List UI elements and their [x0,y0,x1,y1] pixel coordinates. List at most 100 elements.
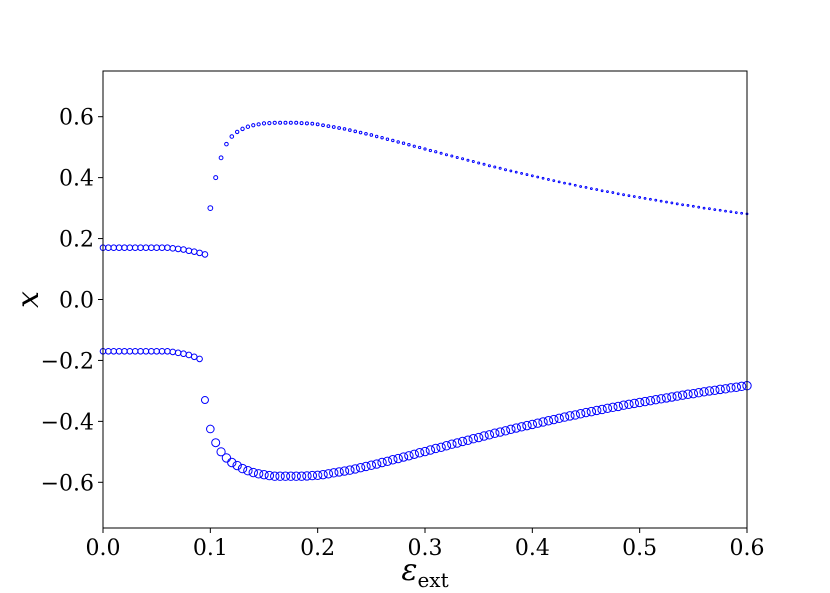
y-tick-label: 0.2 [59,228,94,253]
data-point-series-1 [240,126,245,132]
data-point-series-2 [169,348,177,356]
data-point-series-2 [137,347,144,355]
data-point-series-2 [372,459,382,469]
data-point-series-2 [414,448,425,458]
data-point-series-2 [174,349,182,357]
data-point-series-1 [461,157,465,161]
data-point-series-2 [618,400,629,410]
data-point-series-1 [563,181,566,185]
data-point-series-1 [595,188,599,191]
data-point-series-1 [375,134,379,139]
data-point-series-2 [158,347,166,355]
data-point-series-1 [137,244,144,252]
data-point-series-2 [602,403,613,413]
data-point-series-2 [624,399,634,410]
data-point-series-1 [606,190,609,194]
data-point-series-1 [713,208,717,212]
data-point-series-1 [498,166,502,170]
data-point-series-1 [423,147,427,151]
data-point-series-1 [643,196,647,200]
data-point-series-2 [726,383,736,393]
data-point-series-1 [326,124,331,129]
data-point-series-2 [661,393,672,403]
data-point-series-2 [533,418,543,428]
data-point-series-2 [350,464,360,474]
data-point-series-1 [579,185,583,188]
data-point-series-1 [299,121,304,126]
data-point-series-1 [224,141,229,147]
data-point-series-1 [142,244,150,252]
data-point-series-2 [575,409,586,419]
data-point-series-2 [318,469,328,480]
data-point-series-2 [121,347,128,355]
data-point-series-1 [514,170,518,174]
data-point-series-1 [391,138,395,143]
data-point-series-2 [110,347,118,355]
data-point-series-1 [584,185,588,189]
data-point-series-2 [232,460,242,471]
data-point-series-2 [345,465,355,475]
data-point-series-1 [234,129,240,135]
data-point-series-2 [339,466,350,476]
data-point-series-2 [431,443,441,454]
data-point-series-1 [697,205,701,209]
data-point-series-2 [291,471,301,481]
data-point-series-2 [388,455,398,465]
data-point-series-2 [506,424,516,434]
data-point-series-2 [366,460,377,470]
data-point-series-2 [688,388,699,399]
data-point-series-2 [500,426,511,436]
data-point-series-1 [251,123,256,128]
x-tick-label: 0.0 [86,536,121,561]
data-point-series-2 [516,422,527,432]
data-point-series-2 [302,471,312,481]
data-point-series-2 [115,347,123,355]
data-point-series-2 [608,402,618,413]
data-point-series-1 [385,137,390,141]
data-point-series-1 [552,179,556,183]
data-point-series-1 [261,121,267,126]
data-point-series-2 [570,410,580,420]
data-point-series-2 [527,419,538,430]
data-point-series-2 [554,413,564,424]
data-point-series-1 [256,122,261,127]
data-point-series-1 [686,203,690,207]
data-point-series-1 [310,121,315,126]
data-point-series-1 [622,193,625,197]
data-point-series-1 [547,178,550,181]
data-point-series-1 [418,145,422,150]
data-point-series-1 [153,244,160,252]
data-point-series-2 [656,394,666,404]
data-point-series-2 [211,438,221,448]
data-point-series-2 [581,407,591,418]
data-point-series-2 [694,388,704,398]
data-point-series-2 [270,471,280,481]
data-point-series-1 [718,208,722,212]
data-point-series-2 [704,386,715,396]
data-point-series-2 [196,355,203,363]
data-point-series-1 [283,120,288,125]
data-point-series-1 [504,168,507,172]
x-axis: 0.0 0.1 0.2 0.3 0.4 0.5 0.6 [86,528,765,561]
data-point-series-1 [190,248,198,255]
data-point-series-2 [148,347,155,355]
data-point-series-2 [253,469,264,479]
x-tick-label: 0.6 [730,536,765,561]
data-point-series-1 [493,165,497,169]
x-axis-label-main: ε [401,553,417,588]
data-point-series-2 [243,466,253,476]
data-point-series-2 [307,470,317,481]
data-point-series-2 [420,446,430,457]
data-point-series-1 [364,131,368,136]
data-point-series-1 [670,201,674,205]
data-point-series-2 [361,461,371,472]
data-point-series-2 [720,384,731,394]
data-point-series-2 [206,424,215,434]
y-tick-label: 0.6 [59,106,94,131]
data-point-series-1 [627,194,631,198]
data-point-series-2 [329,468,339,478]
x-tick-label: 0.2 [300,536,335,561]
data-point-series-1 [369,133,374,137]
data-point-series-2 [452,438,462,448]
